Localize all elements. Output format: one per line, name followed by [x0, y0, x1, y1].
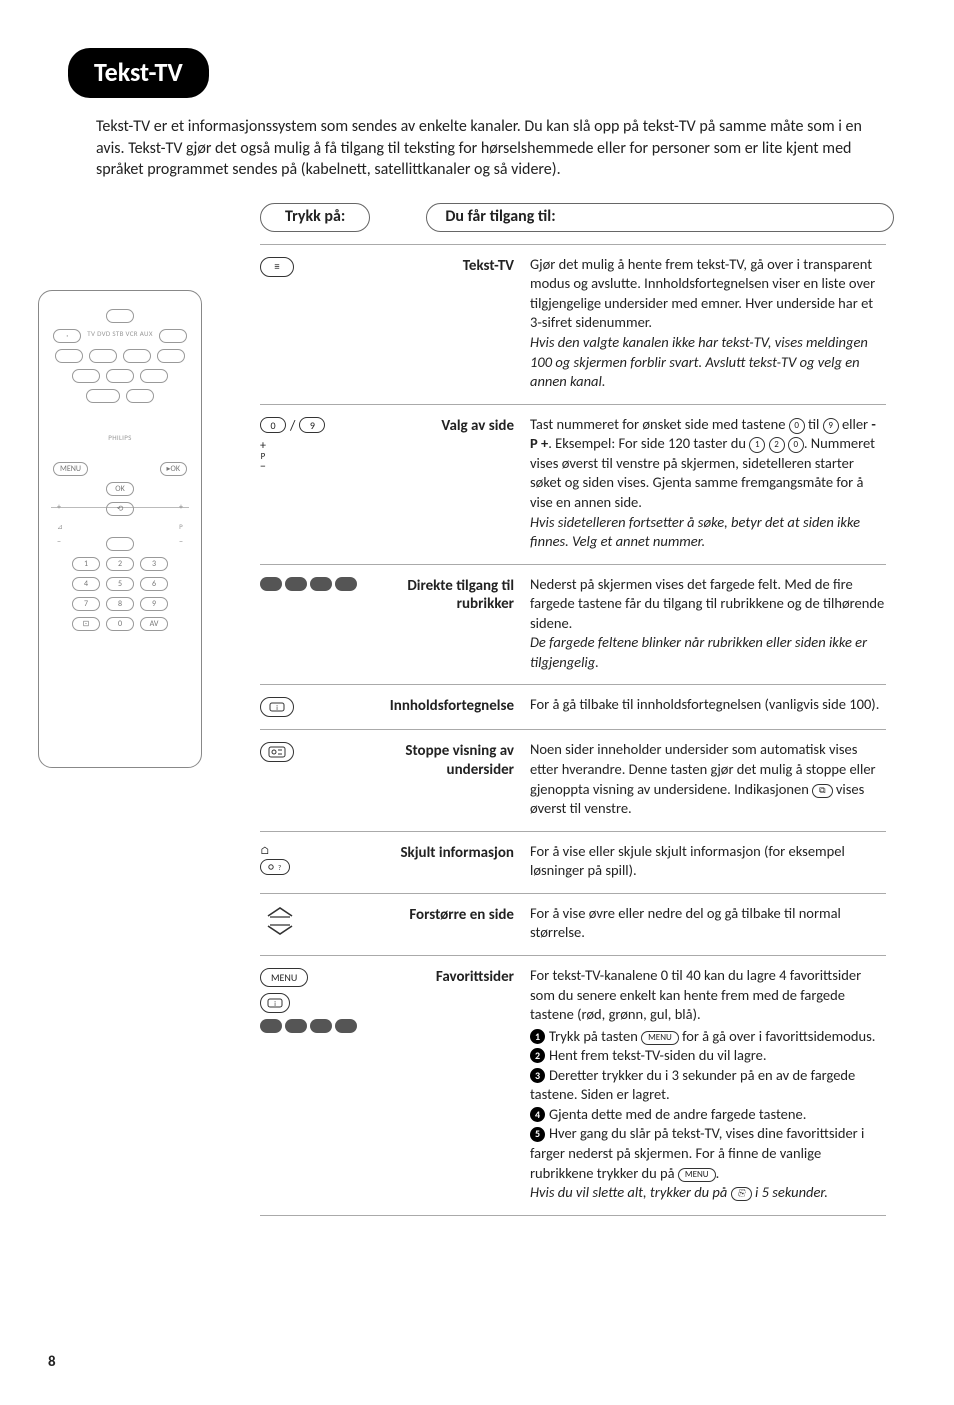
icon-hold	[260, 740, 352, 818]
step-4-text: Gjenta dette med de andre fargede tasten…	[549, 1105, 806, 1123]
row-body: For å vise øvre eller nedre del og gå ti…	[530, 904, 886, 943]
row-body-ital: De fargede feltene blinker når rubrikken…	[530, 633, 867, 671]
remote-illustration: ·TV DVD STB VCR AUX PHILIPS MENU▸OK OK +…	[38, 290, 202, 768]
row-forstorre: Forstørre en side For å vise øvre eller …	[260, 893, 886, 955]
index-icon-small: i	[260, 993, 290, 1013]
row-label: Valg av side	[368, 415, 514, 552]
row-label: Favorittsider	[368, 966, 514, 1203]
expand-top-icon	[266, 906, 294, 918]
row-body: For å vise eller skjule skjult informasj…	[530, 842, 886, 881]
row-label: Stoppe visning av undersider	[368, 740, 514, 818]
icon-colorquad	[260, 575, 352, 673]
row-label: Innholdsfortegnelse	[368, 695, 514, 717]
row-body-ital: Hvis den valgte kanalen ikke har tekst-T…	[530, 333, 868, 390]
tv-glyph: ⌂	[260, 844, 270, 857]
icon-reveal: ⌂ ?	[260, 842, 352, 881]
row-favoritt: MENU i Favorittsider For tekst-TV-kanale…	[260, 955, 886, 1216]
header-left: Trykk på:	[260, 203, 370, 232]
icon-digits: 0 / 9 + P −	[260, 415, 352, 552]
step-5: 5Hver gang du slår på tekst-TV, vises di…	[530, 1124, 886, 1183]
icon-favorites: MENU i	[260, 966, 352, 1203]
row-label: Forstørre en side	[368, 904, 514, 943]
row-skjult: ⌂ ? Skjult informasjon For å vise eller …	[260, 831, 886, 893]
row-body-text: Tast nummeret for ønsket side med tasten…	[530, 415, 876, 511]
steps-list: 1Trykk på tasten MENU for å gå over i fa…	[530, 1027, 886, 1184]
step-3-text: Deretter trykker du i 3 sekunder på en a…	[530, 1066, 855, 1104]
icon-expand	[260, 904, 352, 943]
row-body: For tekst-TV-kanalene 0 til 40 kan du la…	[530, 966, 886, 1203]
step-1: 1Trykk på tasten MENU for å gå over i fa…	[530, 1027, 886, 1047]
page-title-chip: Tekst-TV	[68, 48, 209, 98]
minus: −	[260, 461, 266, 473]
slash: /	[290, 417, 295, 434]
table-header-row: Trykk på: Du får tilgang til:	[260, 203, 894, 232]
intro-paragraph: Tekst-TV er et informasjonssystem som se…	[96, 116, 886, 181]
expand-bottom-icon	[266, 924, 294, 936]
reveal-icon: ?	[260, 859, 290, 875]
row-body-ital: Hvis du vil slette alt, trykker du på ⎘ …	[530, 1183, 828, 1201]
row-body: For å gå tilbake til innholdsfortegnelse…	[530, 695, 886, 717]
digit-9-icon: 9	[299, 417, 325, 433]
svg-text:?: ?	[278, 863, 281, 872]
row-body: Nederst på skjermen vises det fargede fe…	[530, 575, 886, 673]
step-3: 3Deretter trykker du i 3 sekunder på en …	[530, 1066, 886, 1105]
index-icon: i	[260, 697, 294, 717]
row-body-text: Noen sider inneholder undersider som aut…	[530, 740, 876, 817]
color-quad-icon-small	[260, 1019, 357, 1033]
rows-wrap: ≡ Tekst-TV Gjør det mulig å hente frem t…	[260, 244, 886, 1216]
header-right: Du får tilgang til:	[426, 203, 894, 232]
row-body: Noen sider inneholder undersider som aut…	[530, 740, 886, 818]
digit-0-icon: 0	[260, 417, 286, 433]
row-body: Gjør det mulig å hente frem tekst-TV, gå…	[530, 255, 886, 392]
row-label: Skjult informasjon	[368, 842, 514, 881]
row-body-text: Nederst på skjermen vises det fargede fe…	[530, 575, 884, 632]
row-teksttv: ≡ Tekst-TV Gjør det mulig å hente frem t…	[260, 244, 886, 404]
icon-teletext: ≡	[260, 255, 352, 392]
p-plus-minus-icon: + P −	[260, 440, 266, 473]
row-label: Tekst-TV	[368, 255, 514, 392]
teletext-icon: ≡	[260, 257, 294, 277]
row-valg-av-side: 0 / 9 + P − Valg av side Tast nummeret f…	[260, 404, 886, 564]
hold-icon	[260, 742, 294, 762]
page-number: 8	[48, 1353, 56, 1371]
row-body-text: For å vise eller skjule skjult informasj…	[530, 842, 845, 880]
row-stoppe: Stoppe visning av undersider Noen sider …	[260, 729, 886, 830]
row-direkte: Direkte tilgang til rubrikker Nederst på…	[260, 564, 886, 685]
row-body-text: For tekst-TV-kanalene 0 til 40 kan du la…	[530, 966, 861, 1023]
row-body-ital: Hvis sidetelleren fortsetter å søke, bet…	[530, 513, 860, 551]
page-title: Tekst-TV	[94, 56, 183, 88]
step-4: 4Gjenta dette med de andre fargede taste…	[530, 1105, 886, 1125]
step-2: 2Hent frem tekst-TV-siden du vil lagre.	[530, 1046, 886, 1066]
icon-index: i	[260, 695, 352, 717]
plus: +	[260, 440, 266, 452]
menu-icon: MENU	[260, 968, 308, 987]
row-innhold: i Innholdsfortegnelse For å gå tilbake t…	[260, 684, 886, 729]
row-body-text: For å gå tilbake til innholdsfortegnelse…	[530, 695, 879, 713]
row-body: Tast nummeret for ønsket side med tasten…	[530, 415, 886, 552]
row-body-text: Gjør det mulig å hente frem tekst-TV, gå…	[530, 255, 875, 332]
row-label: Direkte tilgang til rubrikker	[368, 575, 514, 673]
color-quad-icon	[260, 577, 357, 591]
row-body-text: For å vise øvre eller nedre del og gå ti…	[530, 904, 841, 942]
step-2-text: Hent frem tekst-TV-siden du vil lagre.	[549, 1046, 767, 1064]
